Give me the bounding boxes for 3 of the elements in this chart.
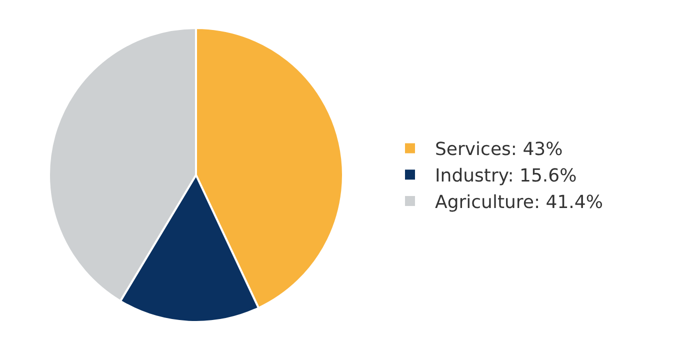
legend-label: Services: 43% [435, 139, 563, 160]
legend-label: Agriculture: 41.4% [435, 192, 603, 214]
legend-label: Industry: 15.6% [435, 166, 577, 187]
